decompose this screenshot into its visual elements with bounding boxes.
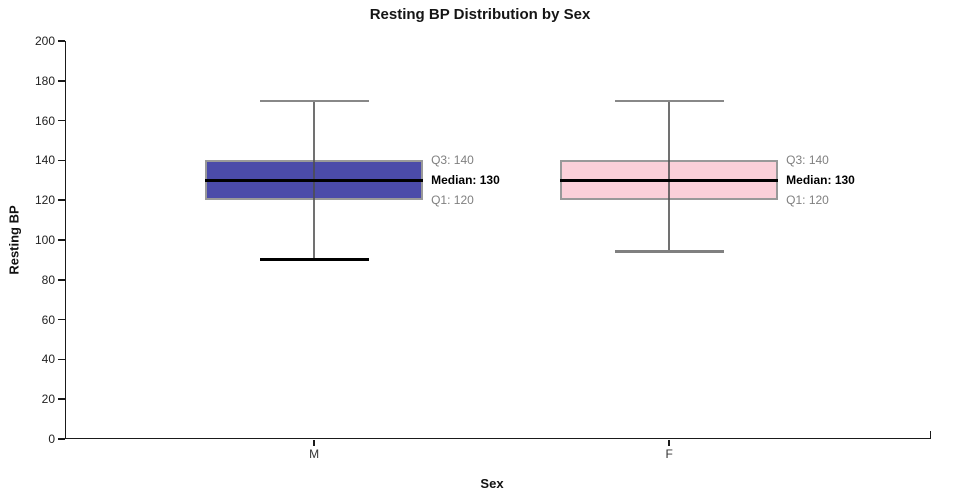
y-axis-tick-label: 100	[34, 233, 55, 247]
x-axis-tick-label: F	[665, 447, 673, 461]
y-axis-tick	[58, 279, 65, 281]
x-axis-end-tick	[929, 431, 931, 438]
y-axis-title: Resting BP	[6, 205, 22, 275]
y-axis-tick-label: 120	[34, 193, 55, 208]
y-axis-tick-label: 80	[41, 272, 55, 287]
y-axis-tick	[58, 398, 65, 400]
q1-label: Q1: 120	[786, 193, 829, 208]
x-axis-tick	[668, 439, 670, 446]
whisker-line	[668, 100, 670, 252]
y-axis-tick	[58, 358, 65, 361]
y-axis-tick-label: 20	[41, 392, 55, 407]
y-axis-tick	[58, 318, 65, 321]
x-axis-title: Sex	[480, 476, 504, 491]
y-axis-tick-label: 140	[34, 153, 55, 168]
median-label: Median: 130	[786, 173, 855, 188]
y-axis-tick-label: 40	[41, 352, 55, 367]
whisker-cap-top	[259, 99, 369, 103]
y-axis-tick-label: 60	[41, 312, 55, 327]
y-axis-tick	[58, 438, 65, 440]
y-axis-tick-label: 0	[48, 432, 55, 446]
whisker-cap-bottom	[614, 250, 724, 254]
q1-label: Q1: 120	[431, 193, 474, 208]
q3-label: Q3: 140	[786, 153, 829, 168]
y-axis-tick	[58, 40, 65, 42]
y-axis-tick-label: 160	[34, 113, 55, 128]
q3-label: Q3: 140	[431, 153, 474, 168]
x-axis-tick	[313, 439, 315, 446]
median-line	[560, 178, 779, 182]
x-axis-tick-label: M	[309, 447, 320, 461]
y-axis-tick	[58, 119, 65, 122]
y-axis-tick	[58, 199, 65, 201]
y-axis-tick-label: 200	[34, 34, 55, 48]
y-axis-tick	[58, 159, 65, 162]
median-line	[205, 178, 424, 182]
y-axis-tick-label: 180	[34, 73, 55, 88]
plot-area: 0 20 40 60 80 100 120 140 160 180 200 M F Q3: 140 Medi…	[35, 34, 931, 461]
whisker-cap-top	[614, 99, 724, 103]
whisker-cap-bottom	[259, 258, 369, 262]
y-axis-tick	[58, 80, 65, 82]
chart-title: Resting BP Distribution by Sex	[369, 6, 591, 23]
median-label: Median: 130	[431, 173, 500, 188]
y-axis-tick	[58, 239, 65, 241]
